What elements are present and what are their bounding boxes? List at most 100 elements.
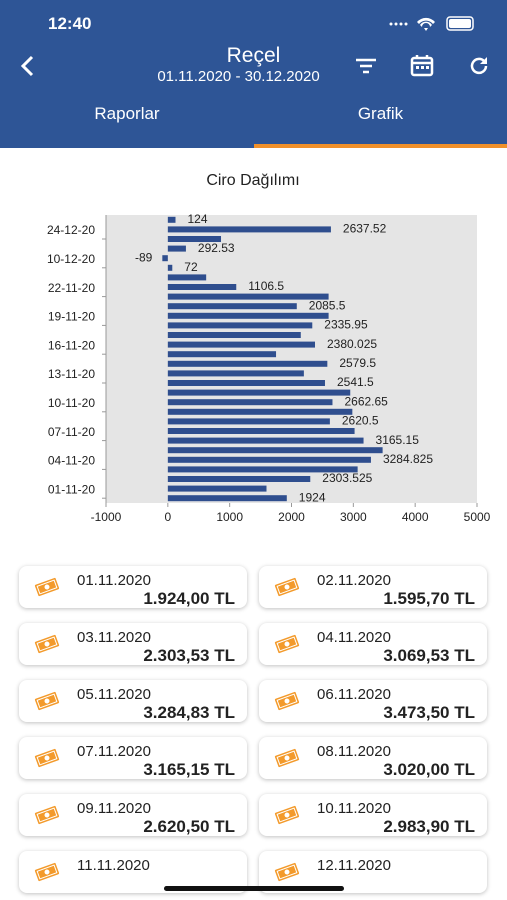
bar — [167, 303, 297, 310]
card-date: 01.11.2020 — [77, 572, 151, 589]
bar — [167, 226, 331, 233]
header-title: Reçel — [226, 44, 281, 67]
y-tick-label: 13-11-20 — [48, 367, 95, 381]
tab-active[interactable]: Grafik — [357, 104, 404, 123]
card-date: 02.11.2020 — [317, 572, 391, 589]
y-tick-label: 10-12-20 — [47, 252, 95, 266]
status-time: 12:40 — [48, 14, 92, 33]
report-card[interactable]: 07.11.2020 3.165,15 TL — [19, 737, 247, 779]
y-tick-label: 24-12-20 — [47, 223, 95, 237]
value-label: -89 — [135, 250, 153, 264]
money-icon — [34, 634, 60, 654]
bar — [167, 216, 176, 223]
filter-button[interactable] — [354, 56, 378, 76]
bar — [167, 284, 237, 290]
x-tick-label: 2000 — [278, 510, 305, 524]
bar — [167, 485, 267, 492]
bar — [167, 312, 329, 319]
report-card[interactable]: 02.11.2020 1.595,70 TL — [259, 566, 487, 608]
bar — [167, 322, 313, 329]
header-subtitle: 01.11.2020 - 30.12.2020 — [157, 68, 320, 85]
money-icon — [274, 748, 300, 768]
card-amount: 1.924,00 TL — [143, 589, 235, 608]
value-label: 2335.95 — [324, 318, 368, 332]
y-tick-label: 04-11-20 — [48, 454, 95, 468]
value-label: 2579.5 — [339, 356, 376, 370]
plot-area — [106, 215, 477, 503]
card-date: 11.11.2020 — [77, 857, 150, 874]
bar — [167, 399, 333, 406]
bar — [167, 380, 325, 386]
y-tick-label: 01-11-20 — [48, 482, 95, 496]
report-card[interactable]: 05.11.2020 3.284,83 TL — [19, 680, 247, 722]
card-amount: 2.303,53 TL — [143, 646, 235, 665]
card-date: 04.11.2020 — [317, 629, 391, 646]
value-label: 1924 — [299, 490, 326, 504]
value-label: 2541.5 — [337, 375, 374, 389]
card-amount: 3.165,15 TL — [143, 760, 235, 779]
x-tick-label: 1000 — [216, 510, 243, 524]
refresh-button[interactable] — [467, 54, 491, 78]
bar — [167, 274, 207, 281]
money-icon — [34, 805, 60, 825]
bar — [167, 495, 287, 502]
value-label: 2662.65 — [344, 394, 388, 408]
bar — [167, 456, 371, 463]
back-button[interactable] — [16, 54, 40, 78]
value-label: 1106.5 — [248, 279, 284, 293]
y-tick-label: 16-11-20 — [48, 338, 95, 352]
home-indicator — [164, 886, 344, 891]
tab-indicator — [254, 144, 507, 148]
chart-title: Ciro Dağılımı — [206, 172, 299, 189]
x-tick-label: 4000 — [402, 510, 429, 524]
money-icon — [274, 634, 300, 654]
value-label: 2303.525 — [322, 471, 372, 485]
calendar-button[interactable] — [410, 54, 434, 78]
value-label: 72 — [184, 260, 198, 274]
report-card[interactable]: 08.11.2020 3.020,00 TL — [259, 737, 487, 779]
report-card[interactable]: 01.11.2020 1.924,00 TL — [19, 566, 247, 608]
card-amount: 2.983,90 TL — [383, 817, 475, 836]
y-tick-label: 07-11-20 — [48, 425, 95, 439]
bar — [167, 408, 353, 415]
report-card[interactable]: 06.11.2020 3.473,50 TL — [259, 680, 487, 722]
bar — [167, 332, 301, 338]
tab[interactable]: Raporlar — [94, 104, 160, 123]
value-label: 124 — [188, 212, 208, 226]
bar — [167, 418, 330, 425]
money-icon — [34, 862, 60, 882]
value-label: 292.53 — [198, 241, 235, 255]
bar — [167, 389, 351, 396]
card-amount: 2.620,50 TL — [143, 817, 235, 836]
bar — [167, 437, 364, 444]
report-card[interactable]: 04.11.2020 3.069,53 TL — [259, 623, 487, 665]
status-icons — [389, 16, 474, 31]
card-date: 05.11.2020 — [77, 686, 151, 703]
money-icon — [274, 805, 300, 825]
card-amount: 3.069,53 TL — [383, 646, 475, 665]
card-date: 07.11.2020 — [77, 743, 151, 760]
y-tick-label: 19-11-20 — [48, 310, 95, 324]
report-card[interactable]: 10.11.2020 2.983,90 TL — [259, 794, 487, 836]
bar — [162, 255, 168, 262]
bar — [167, 351, 277, 358]
value-label: 2637.52 — [343, 222, 387, 236]
value-label: 2085.5 — [309, 298, 346, 312]
card-amount: 1.595,70 TL — [383, 589, 475, 608]
x-tick-label: 5000 — [464, 510, 491, 524]
card-date: 06.11.2020 — [317, 686, 391, 703]
bar — [167, 341, 315, 348]
chart: Ciro Dağılımı -1000 0 1000 2000 3000 4000 5000… — [47, 172, 491, 524]
money-icon — [274, 691, 300, 711]
value-label: 2380.025 — [327, 337, 377, 351]
money-icon — [274, 862, 300, 882]
report-card[interactable]: 09.11.2020 2.620,50 TL — [19, 794, 247, 836]
bar — [167, 360, 328, 367]
report-card[interactable]: 03.11.2020 2.303,53 TL — [19, 623, 247, 665]
y-tick-label: 10-11-20 — [48, 396, 95, 410]
value-label: 3165.15 — [376, 433, 420, 447]
value-label: 2620.5 — [342, 414, 379, 428]
card-date: 10.11.2020 — [317, 800, 391, 817]
bar — [167, 466, 358, 473]
